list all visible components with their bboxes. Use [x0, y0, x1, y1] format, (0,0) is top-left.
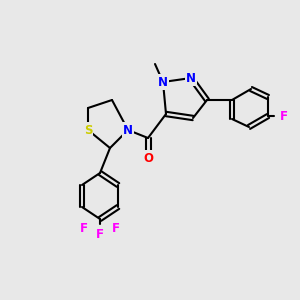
Text: N: N — [123, 124, 133, 136]
Text: N: N — [158, 76, 168, 88]
Text: S: S — [84, 124, 92, 136]
Text: O: O — [143, 152, 153, 164]
Text: F: F — [96, 229, 104, 242]
Text: N: N — [186, 71, 196, 85]
Text: F: F — [112, 221, 120, 235]
Text: F: F — [80, 221, 88, 235]
Text: F: F — [280, 110, 288, 122]
